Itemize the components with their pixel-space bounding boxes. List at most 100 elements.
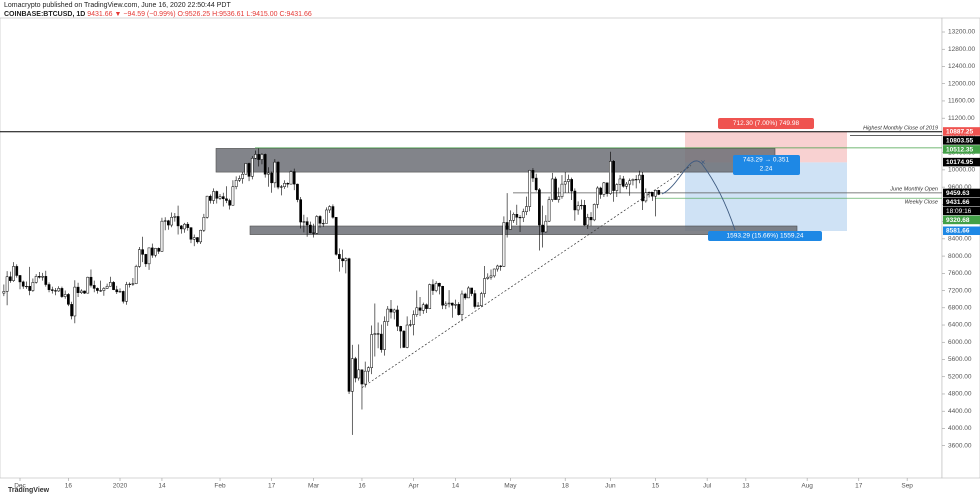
candle-body (383, 321, 386, 350)
candle-body (263, 154, 267, 175)
candle-body (525, 206, 528, 212)
candle-body (89, 276, 93, 286)
resistance-zone (215, 148, 776, 173)
price-label: 10512.35 (946, 146, 973, 153)
candle-body (60, 288, 64, 297)
candle-body (467, 287, 470, 299)
quote: 9431.66 ▼ −94.59 (−0.99%) (87, 11, 176, 18)
candle-body (138, 249, 141, 267)
candle-body (402, 330, 406, 348)
price-label: 8581.66 (946, 228, 970, 235)
candle-body (215, 191, 219, 199)
candle-body (28, 285, 32, 291)
y-tick-label: 9600.00 (948, 184, 972, 191)
candle-body (167, 220, 170, 226)
y-tick-label: 5200.00 (948, 373, 972, 380)
candle-body (108, 282, 112, 287)
candle-body (247, 163, 251, 177)
candle-body (105, 285, 109, 289)
candle-body (276, 161, 280, 188)
candle-body (376, 333, 380, 335)
candle-body (183, 223, 186, 230)
candle-body (157, 248, 161, 252)
price-label: 10803.55 (946, 137, 973, 144)
candle-body (141, 249, 144, 255)
candle-body (21, 281, 25, 287)
candle-body (618, 178, 622, 185)
candle-body (63, 294, 67, 297)
candle-body (299, 199, 303, 223)
candle-body (47, 284, 51, 290)
price-label-box (943, 197, 980, 207)
candle-body (628, 180, 632, 185)
candle-body (225, 198, 228, 201)
candle-body (283, 183, 286, 187)
candle-body (315, 216, 319, 234)
candle-body (34, 276, 38, 283)
candle-body (147, 247, 151, 265)
price-label-box (943, 226, 980, 236)
candle-body (338, 254, 341, 259)
x-tick-label: Mar (308, 483, 320, 490)
candle-body (489, 275, 493, 278)
ratio-box (733, 155, 800, 175)
annotations: Highest Monthly Close of 2019 June Month… (708, 118, 938, 241)
candle-body (415, 307, 419, 315)
candle-body (267, 172, 270, 175)
candle-body (128, 283, 132, 285)
candle-body (579, 204, 583, 207)
stop-label: 1593.29 (15.66%) 1559.24 (727, 233, 804, 240)
candle-body (496, 265, 499, 270)
y-tick-label: 5600.00 (948, 356, 972, 363)
candle-body (302, 221, 306, 223)
candle-body (609, 161, 612, 194)
candle-body (286, 183, 290, 185)
price-label: 10887.25 (946, 128, 973, 135)
x-tick-label: 16 (358, 483, 366, 490)
candle-body (321, 223, 325, 225)
candle-body (357, 369, 361, 379)
candle-body (512, 214, 515, 221)
candle-body (134, 266, 138, 284)
candle-body (563, 181, 567, 185)
candle-body (96, 288, 99, 291)
candle-body (576, 205, 580, 211)
candle-body (541, 224, 544, 233)
candle-body (444, 303, 448, 306)
candle-body (270, 172, 273, 184)
candle-body (99, 290, 102, 292)
note-high-close: Highest Monthly Close of 2019 (863, 125, 938, 131)
candle-body (473, 293, 477, 307)
candle-body (647, 192, 651, 194)
candle-body (221, 196, 225, 200)
candle-body (370, 334, 373, 368)
candle-body (399, 326, 403, 332)
candle-body (396, 309, 399, 327)
price-label: 10174.95 (946, 159, 973, 166)
candle-body (73, 286, 77, 317)
y-tick-label: 7200.00 (948, 287, 972, 294)
y-tick-label: 4800.00 (948, 391, 972, 398)
candle-body (605, 182, 609, 194)
candle-body (112, 282, 115, 290)
y-tick-label: 8400.00 (948, 236, 972, 243)
candle-body (405, 324, 409, 348)
y-tick-label: 12800.00 (948, 46, 975, 53)
candle-body (115, 289, 119, 293)
y-tick-label: 6800.00 (948, 305, 972, 312)
candle-body (531, 170, 535, 179)
candle-body (244, 163, 248, 175)
candle-body (318, 216, 322, 224)
symbol-line: COINBASE:BTCUSD, 1D 9431.66 ▼ −94.59 (−0… (4, 10, 312, 19)
candle-body (173, 216, 177, 218)
candle-body (228, 200, 232, 206)
price-label: 9320.68 (946, 217, 970, 224)
candle-body (460, 293, 464, 315)
candle-body (305, 221, 309, 226)
x-tick-label: 14 (158, 483, 166, 490)
candle-body (231, 186, 235, 206)
candle-body (350, 358, 354, 392)
candle-body (160, 220, 164, 252)
stop-pill (708, 231, 822, 241)
